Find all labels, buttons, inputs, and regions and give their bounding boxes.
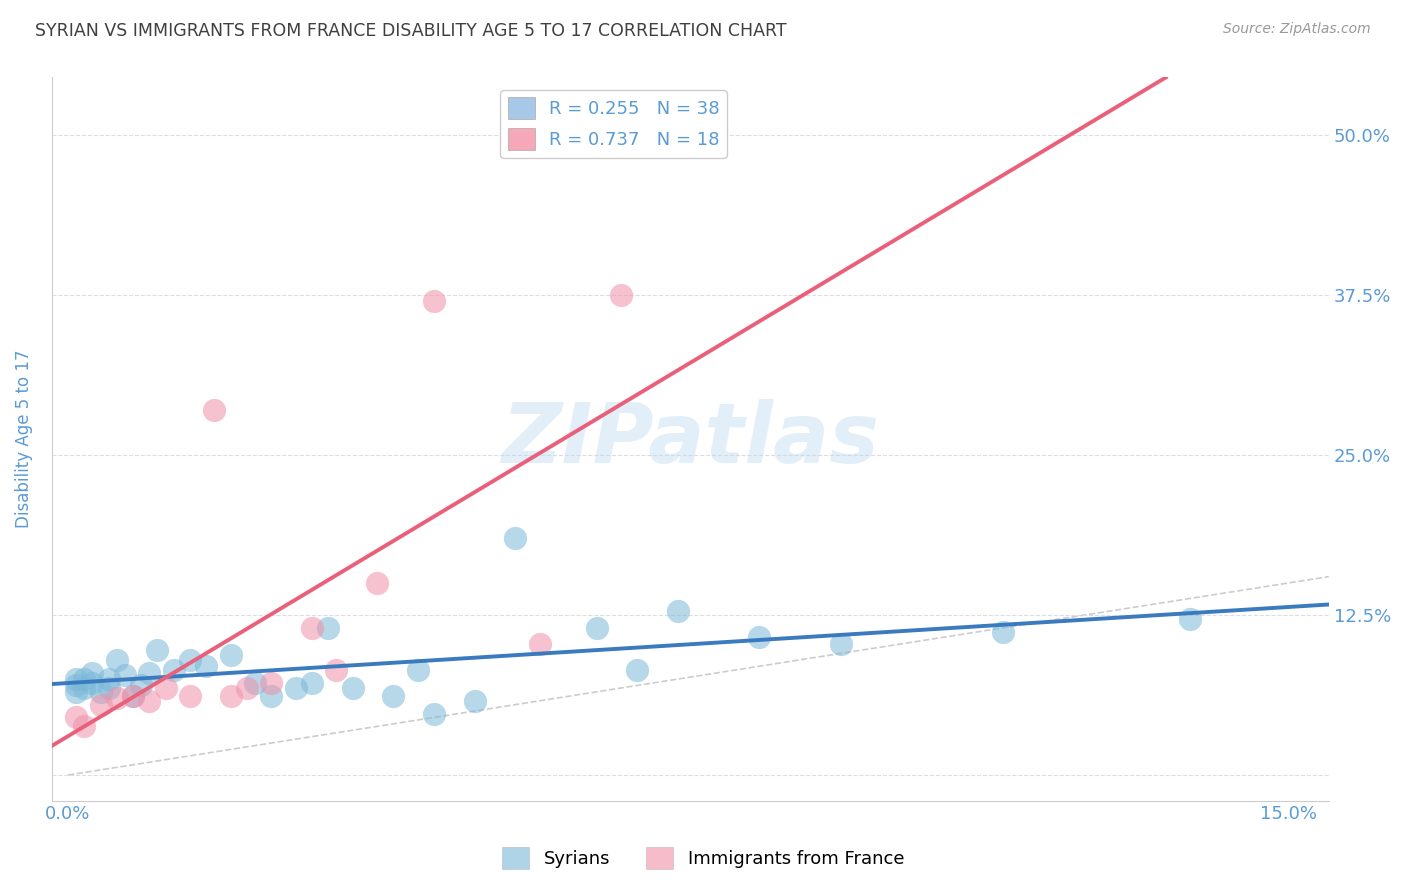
Point xyxy=(73,719,96,733)
Point xyxy=(82,665,104,680)
Text: Source: ZipAtlas.com: Source: ZipAtlas.com xyxy=(1223,22,1371,37)
Point xyxy=(105,691,128,706)
Point xyxy=(219,648,242,662)
Point xyxy=(90,685,112,699)
Point xyxy=(243,676,266,690)
Point xyxy=(65,685,87,699)
Point xyxy=(236,681,259,695)
Point xyxy=(122,689,145,703)
Point xyxy=(73,681,96,695)
Point xyxy=(114,668,136,682)
Point xyxy=(146,642,169,657)
Point xyxy=(195,659,218,673)
Point xyxy=(748,630,770,644)
Point xyxy=(342,681,364,695)
Point xyxy=(138,694,160,708)
Point xyxy=(830,637,852,651)
Point xyxy=(529,637,551,651)
Point xyxy=(382,689,405,703)
Point xyxy=(423,294,446,309)
Point xyxy=(163,663,186,677)
Point xyxy=(155,681,177,695)
Point xyxy=(626,663,648,677)
Point xyxy=(122,689,145,703)
Point xyxy=(505,531,527,545)
Point xyxy=(260,689,283,703)
Point xyxy=(301,676,323,690)
Y-axis label: Disability Age 5 to 17: Disability Age 5 to 17 xyxy=(15,350,32,528)
Point xyxy=(316,621,339,635)
Point xyxy=(65,678,87,692)
Point xyxy=(90,698,112,712)
Point xyxy=(284,681,307,695)
Point xyxy=(204,403,226,417)
Legend: Syrians, Immigrants from France: Syrians, Immigrants from France xyxy=(495,839,911,876)
Point xyxy=(301,621,323,635)
Text: ZIPatlas: ZIPatlas xyxy=(502,399,879,480)
Point xyxy=(366,576,388,591)
Point xyxy=(65,710,87,724)
Point xyxy=(666,604,689,618)
Point xyxy=(260,676,283,690)
Point xyxy=(423,706,446,721)
Legend: R = 0.255   N = 38, R = 0.737   N = 18: R = 0.255 N = 38, R = 0.737 N = 18 xyxy=(501,90,727,158)
Point xyxy=(1180,612,1202,626)
Point xyxy=(65,672,87,686)
Point xyxy=(219,689,242,703)
Point xyxy=(406,663,429,677)
Point xyxy=(993,624,1015,639)
Point xyxy=(129,678,152,692)
Point xyxy=(82,676,104,690)
Point xyxy=(585,621,607,635)
Text: SYRIAN VS IMMIGRANTS FROM FRANCE DISABILITY AGE 5 TO 17 CORRELATION CHART: SYRIAN VS IMMIGRANTS FROM FRANCE DISABIL… xyxy=(35,22,787,40)
Point xyxy=(610,288,633,302)
Point xyxy=(325,663,347,677)
Point xyxy=(179,689,201,703)
Point xyxy=(97,672,120,686)
Point xyxy=(73,672,96,686)
Point xyxy=(464,694,486,708)
Point xyxy=(105,653,128,667)
Point xyxy=(138,665,160,680)
Point xyxy=(97,681,120,695)
Point xyxy=(179,653,201,667)
